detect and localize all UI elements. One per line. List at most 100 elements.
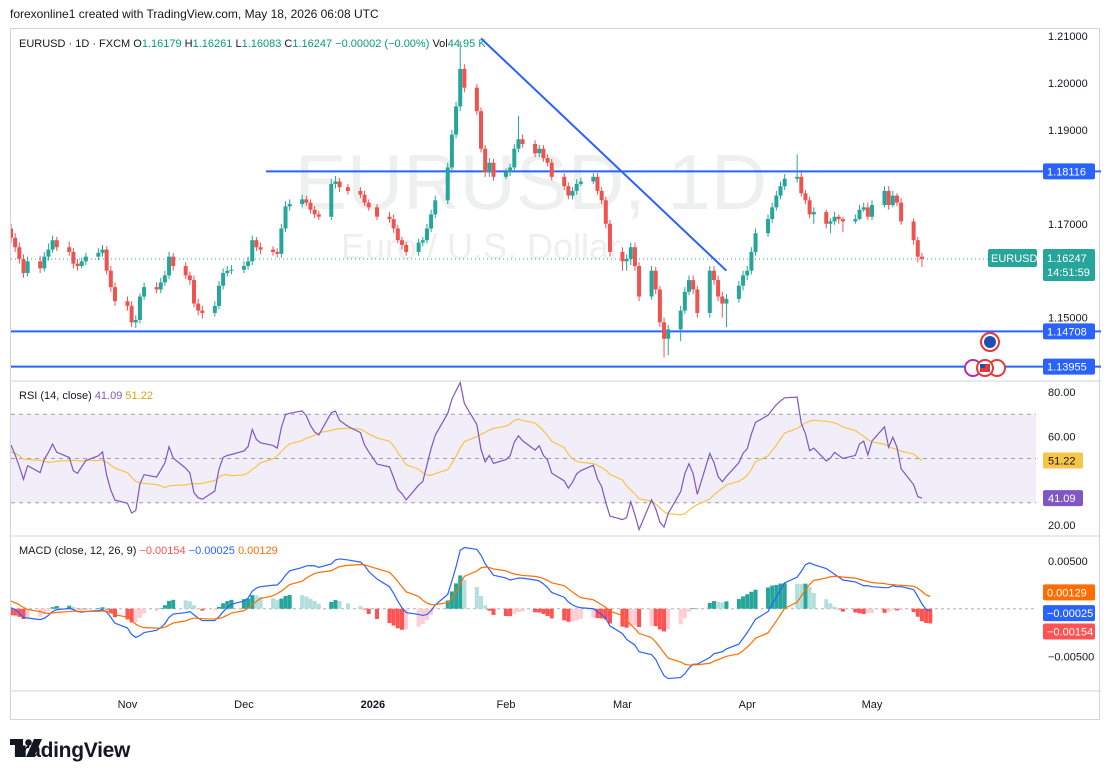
tradingview-logo[interactable]: TradingView [10,739,130,763]
macd-histogram-bar [724,601,729,609]
macd-histogram-bar [508,608,513,617]
macd-histogram-bar [104,608,109,610]
candle-body [653,270,658,290]
candle-body [591,176,596,182]
macd-histogram-bar [362,608,367,610]
candle-body [158,282,163,290]
candle-body [241,266,246,270]
macd-histogram-bar [716,601,721,609]
candle-body [433,200,438,215]
macd-histogram-bar [778,583,783,609]
macd-histogram-bar [637,608,642,628]
macd-histogram-bar [304,596,309,609]
candle-body [508,167,513,173]
macd-value-box [1043,605,1095,622]
macd-histogram-bar [928,608,933,624]
macd-histogram-bar [67,605,72,609]
candle-body [474,87,479,112]
macd-histogram-bar [682,608,687,619]
candle-body [795,176,800,179]
macd-histogram-bar [287,595,292,609]
price-axis-tick: 1.15000 [1048,313,1088,325]
macd-histogram-bar [225,601,230,609]
candle-body [212,305,217,313]
macd-histogram-bar [200,608,205,611]
candle-body [666,329,671,339]
macd-histogram-bar [449,591,454,609]
macd-histogram-bar [50,607,55,609]
eu-flag-icon [984,336,996,348]
macd-histogram-bar [462,579,467,609]
macd-histogram-value: −0.00154 [1047,626,1093,638]
watermark-symbol: EURUSD, 1D [295,138,767,226]
macd-histogram-bar [96,608,101,609]
candle-body [462,68,467,88]
level-label: 1.18116 [1047,166,1086,178]
macd-histogram-bar [832,606,837,609]
candle-body [562,176,567,187]
macd-histogram-bar [162,605,167,609]
macd-histogram-bar [894,608,899,611]
macd-histogram-bar [345,603,350,609]
macd-histogram-bar [624,608,629,628]
macd-histogram-bar [479,595,484,609]
macd-histogram-bar [828,603,833,609]
candle-body [491,162,496,177]
level-label: 1.13955 [1047,362,1087,374]
candle-body [824,212,829,224]
macd-histogram-bar [545,608,550,616]
macd-histogram-bar [192,605,197,609]
macd-histogram-bar [183,600,188,609]
macd-histogram-bar [21,608,26,619]
price-tag-countdown: 14:51:59 [1047,267,1090,279]
candle-body [899,202,904,222]
candle-body [96,252,101,257]
macd-histogram-bar [46,608,51,611]
candle-body [13,237,18,248]
candle-body [682,291,687,311]
candle-body [246,261,251,267]
level-label-box [1043,358,1095,375]
candle-body [75,263,80,267]
candle-body [283,206,288,229]
candle-body [778,186,783,196]
macd-histogram-bar [429,608,434,615]
macd-histogram-bar [312,600,317,609]
candle-body [258,247,263,250]
macd-axis-tick: 0.00500 [1048,556,1088,568]
macd-histogram-bar [861,608,866,614]
candle-body [890,195,895,205]
macd-histogram-bar [695,608,700,609]
macd-histogram-bar [216,606,221,609]
candle-body [870,205,875,217]
candle-body [445,167,450,201]
macd-histogram-bar [741,596,746,609]
chart-frame[interactable]: EURUSD, 1D Euro / U.S. Dollar 1.21000 1.200… [10,28,1101,721]
macd-histogram-bar [720,602,725,609]
time-axis-tick: 2026 [361,699,385,711]
rsi-ma-value: 51.22 [1048,455,1076,467]
macd-histogram-bar [537,608,542,613]
macd-histogram-bar [258,597,263,609]
macd-histogram-bar [657,608,662,630]
macd-histogram-bar [899,608,904,611]
time-axis-tick: Nov [118,699,138,711]
rsi-axis-tick: 80.00 [1048,387,1076,399]
candle-body [695,289,700,313]
macd-histogram-bar [691,608,696,609]
macd-histogram-bar [387,608,392,624]
macd-histogram-bar [154,608,159,611]
candle-body [254,240,259,248]
macd-histogram-bar [221,603,226,609]
macd-histogram-bar [375,608,380,620]
macd-histogram-bar [915,608,920,617]
candle-body [724,298,729,304]
candle-body [200,310,205,313]
macd-histogram-bar [433,608,438,610]
candle-body [329,183,334,217]
macd-histogram-bar [512,608,517,614]
candle-body [766,219,771,234]
candle-body [624,258,629,262]
macd-histogram-bar [753,589,758,609]
